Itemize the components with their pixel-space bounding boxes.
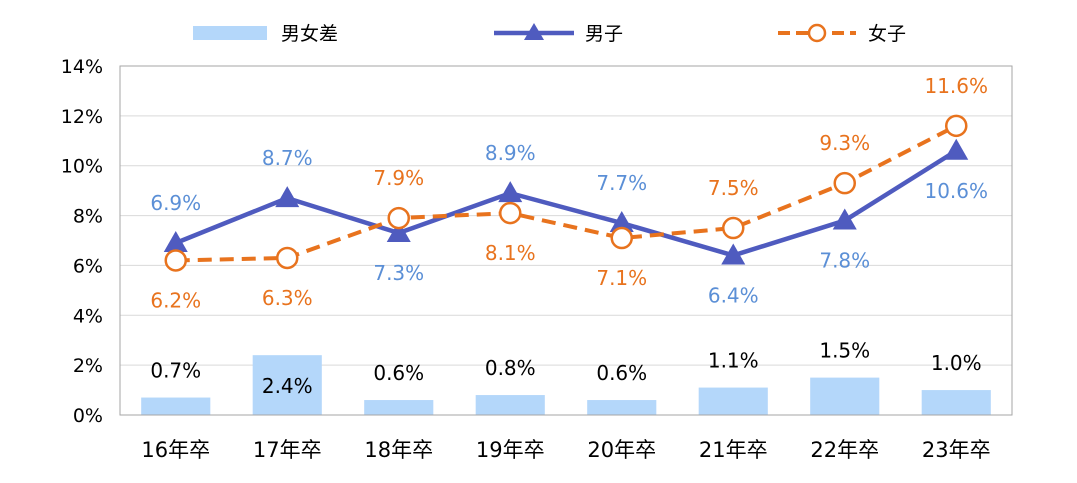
male-marker [498,181,523,203]
female-data-label: 7.1% [596,266,647,290]
axes: 0% 2% 4% 6% 8% 10% 12% 14% 16年卒 17年卒 18年卒 19年卒 20年卒 2… [61,56,1013,462]
bar [921,390,991,415]
female-marker [387,206,410,230]
x-tick-label: 16年卒 [141,438,210,462]
grid-lines [120,65,1012,366]
female-data-label: 8.1% [485,241,536,265]
male-marker [832,208,857,230]
female-data-label: 7.9% [373,166,424,190]
female-data-label: 6.3% [262,286,313,310]
x-tick-label: 18年卒 [364,438,433,462]
legend-marker-female [807,23,827,43]
bar-data-label: 1.5% [819,339,870,363]
bar [810,377,880,415]
female-data-label: 6.2% [150,288,201,312]
female-data-label: 11.6% [924,74,988,98]
bar [141,397,211,415]
male-data-label: 7.8% [819,249,870,273]
x-tick-label: 20年卒 [587,438,656,462]
bar-data-label: 1.0% [931,351,982,375]
bar [252,355,322,415]
legend-label-male: 男子 [585,23,623,45]
x-tick-label: 23年卒 [922,438,991,462]
x-tick-label: 22年卒 [810,438,879,462]
female-marker [722,216,745,240]
y-tick-label: 0% [73,405,103,427]
bar-data-label: 2.4% [262,374,313,398]
female-marker [610,226,633,250]
female-data-label: 9.3% [819,131,870,155]
y-tick-label: 12% [61,106,103,128]
bar [698,387,768,415]
bar-series [141,355,991,415]
male-data-label: 7.3% [373,261,424,285]
x-tick-label: 21年卒 [699,438,768,462]
bar [587,400,657,415]
male-data-label: 6.9% [150,191,201,215]
y-tick-label: 6% [73,255,103,277]
male-marker [163,230,188,252]
legend-marker-male [524,23,544,40]
bar [364,400,434,415]
bar-data-label: 1.1% [708,349,759,373]
y-tick-label: 4% [73,305,103,327]
legend: 男女差 男子 女子 [193,23,906,45]
y-tick-label: 2% [73,355,103,377]
y-tick-label: 8% [73,206,103,228]
bar [475,395,545,415]
line-series [163,114,969,272]
legend-swatch-gap [193,26,267,40]
male-marker [944,138,969,160]
x-tick-label: 17年卒 [253,438,322,462]
legend-label-gap: 男女差 [281,23,338,45]
female-data-label: 7.5% [708,176,759,200]
male-data-label: 8.7% [262,146,313,170]
y-tick-label: 14% [61,56,103,78]
bar-data-label: 0.6% [596,361,647,385]
male-data-label: 10.6% [924,179,988,203]
bar-data-label: 0.7% [150,359,201,383]
male-data-label: 6.4% [708,283,759,307]
female-marker [164,249,187,272]
male-marker [386,221,411,243]
male-marker [721,243,746,265]
male-marker [275,186,300,208]
male-data-label: 8.9% [485,141,536,165]
female-marker [833,171,856,195]
male-data-label: 7.7% [596,171,647,195]
plot-area-border [119,65,1013,416]
bar-data-label: 0.6% [373,361,424,385]
y-tick-label: 10% [61,156,103,178]
female-marker [499,201,522,225]
x-tick-label: 19年卒 [476,438,545,462]
female-line [175,124,958,263]
data-labels: 0.7% 2.4% 0.6% 0.8% 0.6% 1.1% 1.5% 1.0% 6.9% 6.2%… [150,74,988,398]
legend-label-female: 女子 [868,23,906,45]
female-marker [276,246,299,270]
male-line [174,148,958,258]
male-marker [609,211,634,233]
bar-data-label: 0.8% [485,356,536,380]
female-marker [945,114,968,138]
